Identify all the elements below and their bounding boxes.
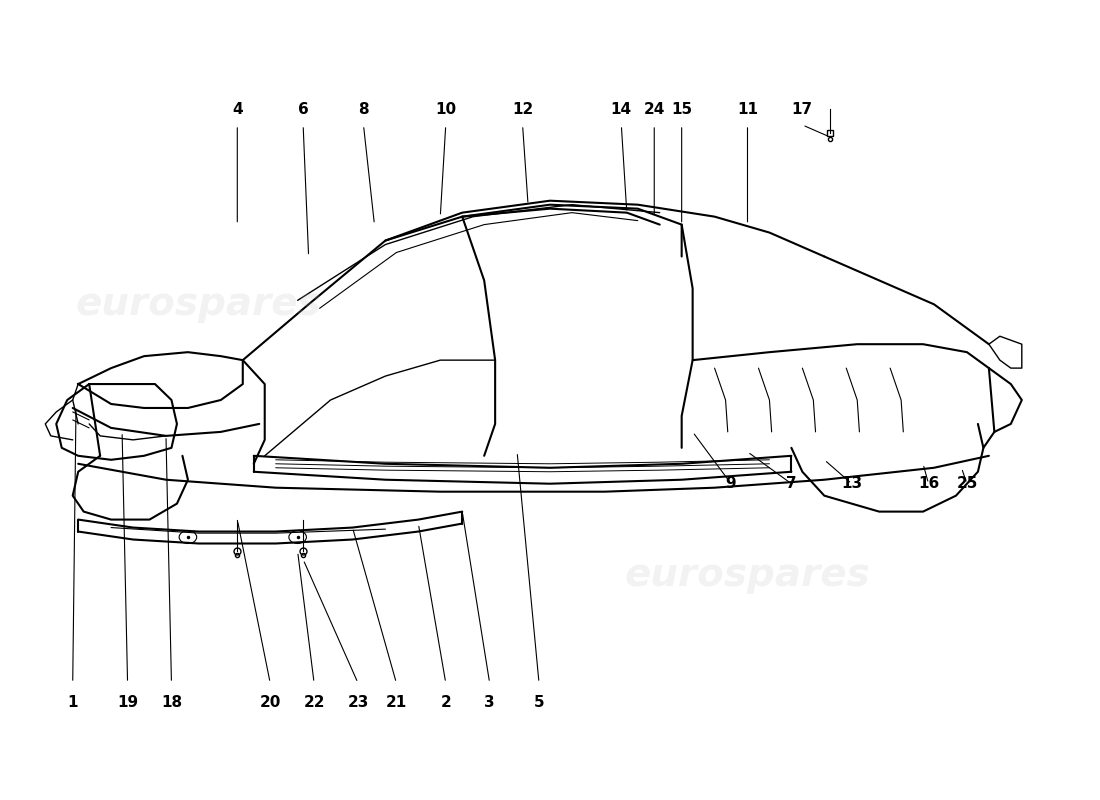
Text: eurospares: eurospares (625, 556, 870, 594)
Text: 18: 18 (161, 695, 182, 710)
Text: 7: 7 (786, 476, 796, 491)
Text: eurospares: eurospares (76, 286, 322, 323)
Text: 22: 22 (304, 695, 324, 710)
Text: 11: 11 (737, 102, 758, 117)
Text: 16: 16 (917, 476, 939, 491)
Text: 15: 15 (671, 102, 692, 117)
Text: 17: 17 (792, 102, 813, 117)
Text: 9: 9 (726, 476, 736, 491)
Text: 12: 12 (512, 102, 534, 117)
Text: 13: 13 (842, 476, 862, 491)
Text: 19: 19 (117, 695, 139, 710)
Text: 8: 8 (359, 102, 369, 117)
Text: 24: 24 (644, 102, 664, 117)
Text: 21: 21 (386, 695, 407, 710)
Text: 1: 1 (67, 695, 78, 710)
Text: 2: 2 (440, 695, 451, 710)
Text: 10: 10 (436, 102, 456, 117)
Text: 14: 14 (610, 102, 631, 117)
Text: 25: 25 (956, 476, 978, 491)
Text: 5: 5 (534, 695, 544, 710)
Text: 23: 23 (348, 695, 369, 710)
Text: 3: 3 (484, 695, 495, 710)
Text: 4: 4 (232, 102, 243, 117)
Text: 20: 20 (260, 695, 280, 710)
Text: 6: 6 (298, 102, 308, 117)
